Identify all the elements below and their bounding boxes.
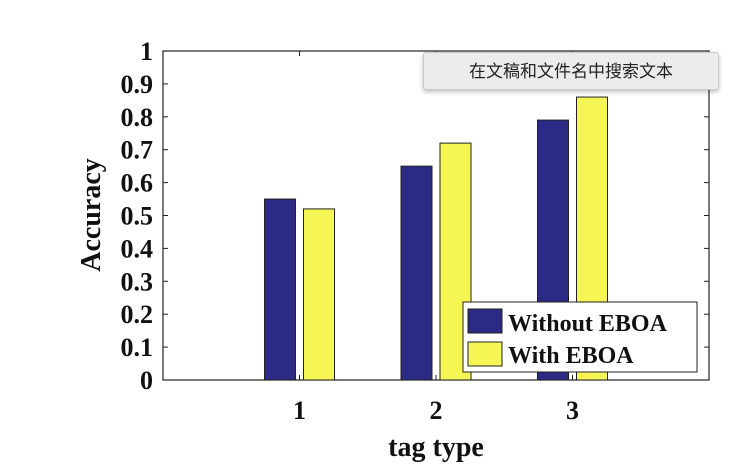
y-tick-label: 0.2 — [121, 300, 154, 329]
y-tick-label: 0.3 — [121, 267, 154, 296]
x-tick-label: 2 — [430, 396, 443, 425]
ticks-group: 1 2 3 0 0.1 0.2 0.3 0.4 0.5 0.6 0.7 0.8 0.9 1 — [121, 37, 709, 425]
y-tick-label: 0 — [140, 366, 153, 395]
y-tick-label: 0.4 — [121, 234, 154, 263]
bar-with-eboa-tag-1 — [303, 208, 335, 381]
y-tick-label: 0.6 — [121, 169, 154, 198]
y-tick-label: 0.5 — [121, 202, 154, 231]
bar-without-eboa-tag-1 — [264, 198, 296, 381]
y-tick-label: 0.9 — [121, 70, 154, 99]
legend-label-with-eboa: With EBOA — [508, 343, 634, 369]
y-tick-label: 0.7 — [121, 136, 154, 165]
search-tooltip: 在文稿和文件名中搜索文本 — [423, 52, 719, 90]
x-tick-label: 1 — [293, 396, 306, 425]
legend: Without EBOA With EBOA — [462, 301, 698, 373]
y-tick-label: 0.8 — [121, 103, 154, 132]
y-axis-label: Accuracy — [76, 158, 107, 272]
y-tick-label: 1 — [140, 37, 153, 66]
x-tick-label: 3 — [566, 396, 579, 425]
bar-without-eboa-tag-2 — [400, 165, 433, 381]
x-axis-label: tag type — [388, 432, 484, 463]
legend-label-without-eboa: Without EBOA — [508, 311, 668, 337]
y-tick-label: 0.1 — [121, 333, 154, 362]
legend-swatch-with-eboa — [467, 341, 503, 367]
legend-swatch-without-eboa — [467, 308, 503, 334]
